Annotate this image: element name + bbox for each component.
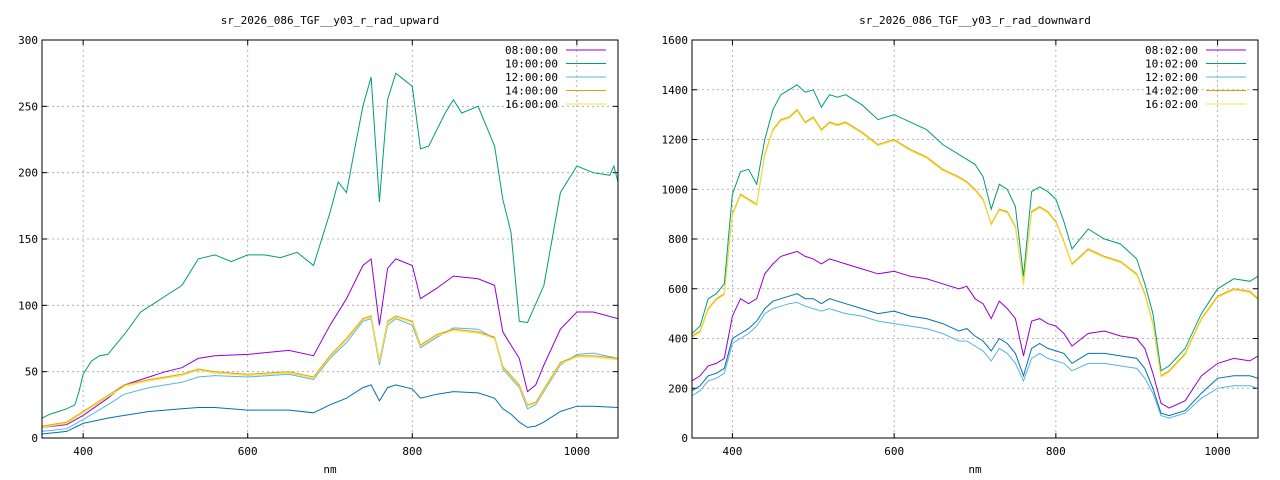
y-tick-label: 100 xyxy=(18,299,38,312)
series-line-3 xyxy=(42,315,618,427)
series-line-4 xyxy=(42,316,618,428)
legend-label: 16:00:00 xyxy=(505,98,558,111)
legend-label: 14:02:00 xyxy=(1145,85,1198,98)
x-axis-label: nm xyxy=(968,463,982,476)
series-line-1 xyxy=(692,84,1258,372)
y-tick-label: 800 xyxy=(668,233,688,246)
y-tick-label: 0 xyxy=(681,432,688,445)
legend-label: 16:02:00 xyxy=(1145,98,1198,111)
x-tick-label: 800 xyxy=(1046,445,1066,458)
plot-frame xyxy=(41,39,619,439)
y-tick-label: 50 xyxy=(25,366,38,379)
y-tick-label: 250 xyxy=(18,100,38,113)
legend-label: 08:02:00 xyxy=(1145,44,1198,57)
legend-label: 12:02:00 xyxy=(1145,71,1198,84)
chart-title: sr_2026_086_TGF__y03_r_rad_downward xyxy=(859,14,1091,27)
series-line-0 xyxy=(42,257,618,428)
legend-label: 08:00:00 xyxy=(505,44,558,57)
legend-label: 10:00:00 xyxy=(505,58,558,71)
chart-title: sr_2026_086_TGF__y03_r_rad_upward xyxy=(221,14,440,27)
series-line-2 xyxy=(692,301,1258,419)
series-line-0 xyxy=(692,250,1258,409)
y-tick-label: 1200 xyxy=(662,134,689,147)
y-tick-label: 600 xyxy=(668,283,688,296)
plot-frame xyxy=(691,39,1259,439)
series-line-4 xyxy=(692,110,1258,378)
x-tick-label: 1000 xyxy=(564,445,591,458)
y-tick-label: 0 xyxy=(31,432,38,445)
y-tick-label: 400 xyxy=(668,333,688,346)
y-tick-label: 300 xyxy=(18,34,38,47)
series-line-5 xyxy=(692,293,1258,417)
legend-label: 12:00:00 xyxy=(505,71,558,84)
y-tick-label: 200 xyxy=(18,167,38,180)
x-tick-label: 400 xyxy=(722,445,742,458)
x-axis-label: nm xyxy=(323,463,337,476)
y-tick-label: 1000 xyxy=(662,183,689,196)
y-tick-label: 1400 xyxy=(662,84,689,97)
series-line-1 xyxy=(42,72,618,419)
x-tick-label: 1000 xyxy=(1204,445,1231,458)
x-tick-label: 600 xyxy=(884,445,904,458)
legend-label: 10:02:00 xyxy=(1145,58,1198,71)
legend-label: 14:00:00 xyxy=(505,85,558,98)
x-tick-label: 400 xyxy=(73,445,93,458)
y-tick-label: 200 xyxy=(668,382,688,395)
chart-panel-1: sr_2026_086_TGF__y03_r_rad_downward 0 200 4… xyxy=(662,14,1259,476)
series-line-5 xyxy=(42,384,618,435)
y-tick-label: 1600 xyxy=(662,34,689,47)
x-tick-label: 800 xyxy=(402,445,422,458)
y-tick-label: 150 xyxy=(18,233,38,246)
x-tick-label: 600 xyxy=(238,445,258,458)
chart-panel-0: sr_2026_086_TGF__y03_r_rad_upward 0 50 100 1… xyxy=(18,14,619,476)
series-line-2 xyxy=(42,317,618,432)
